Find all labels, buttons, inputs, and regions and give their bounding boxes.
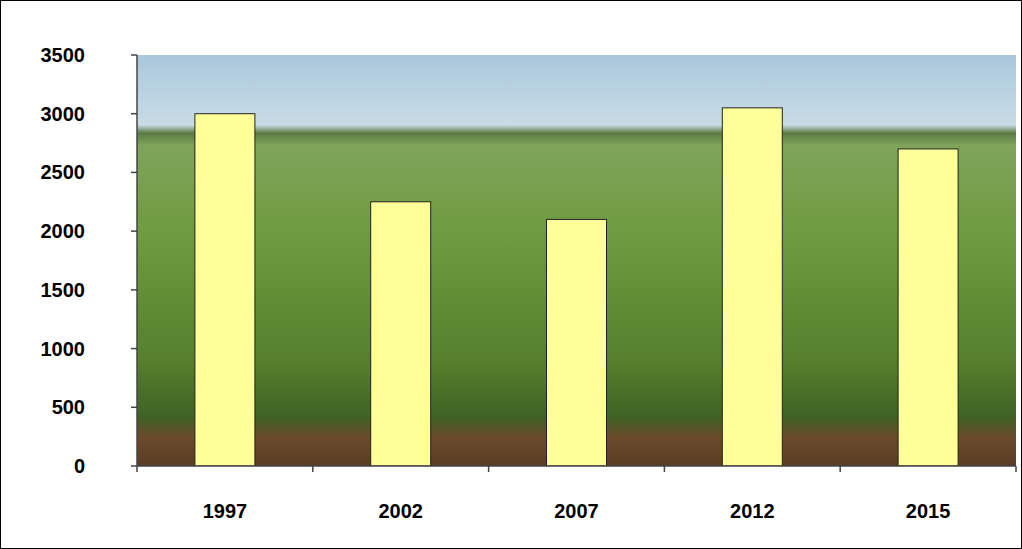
y-tick [131, 113, 137, 115]
x-tick [1015, 466, 1017, 472]
plot-background [137, 55, 1016, 466]
bar [371, 202, 431, 466]
y-tick-label: 1500 [41, 279, 86, 301]
x-tick [839, 466, 841, 472]
bar [547, 219, 607, 466]
x-tick-label: 1997 [203, 500, 248, 522]
frame [1, 1, 1022, 549]
y-tick [131, 230, 137, 232]
x-tick [664, 466, 666, 472]
y-tick-label: 1000 [41, 338, 86, 360]
y-tick-label: 2000 [41, 220, 86, 242]
x-tick [312, 466, 314, 472]
y-tick [131, 348, 137, 350]
y-tick [131, 289, 137, 291]
y-tick [131, 54, 137, 56]
x-tick-label: 2015 [906, 500, 951, 522]
y-tick [131, 465, 137, 467]
y-tick [131, 172, 137, 174]
x-tick-label: 2012 [730, 500, 775, 522]
y-tick-label: 3000 [41, 103, 86, 125]
y-axis [136, 55, 138, 466]
y-tick-label: 3500 [41, 44, 86, 66]
y-tick-label: 500 [52, 396, 85, 418]
y-tick-label: 0 [74, 455, 85, 477]
chart: 0 500 1000 1500 2000 2500 3000 3500 1997 2002 2007… [0, 0, 1022, 549]
bar [898, 149, 958, 466]
bar [195, 114, 255, 466]
y-tick [131, 407, 137, 409]
x-tick-label: 2007 [554, 500, 599, 522]
x-tick [488, 466, 490, 472]
x-tick-label: 2002 [378, 500, 423, 522]
bar [722, 108, 782, 466]
y-tick-label: 2500 [41, 161, 86, 183]
x-axis [137, 465, 1016, 467]
x-tick [136, 466, 138, 472]
bars [195, 108, 958, 466]
